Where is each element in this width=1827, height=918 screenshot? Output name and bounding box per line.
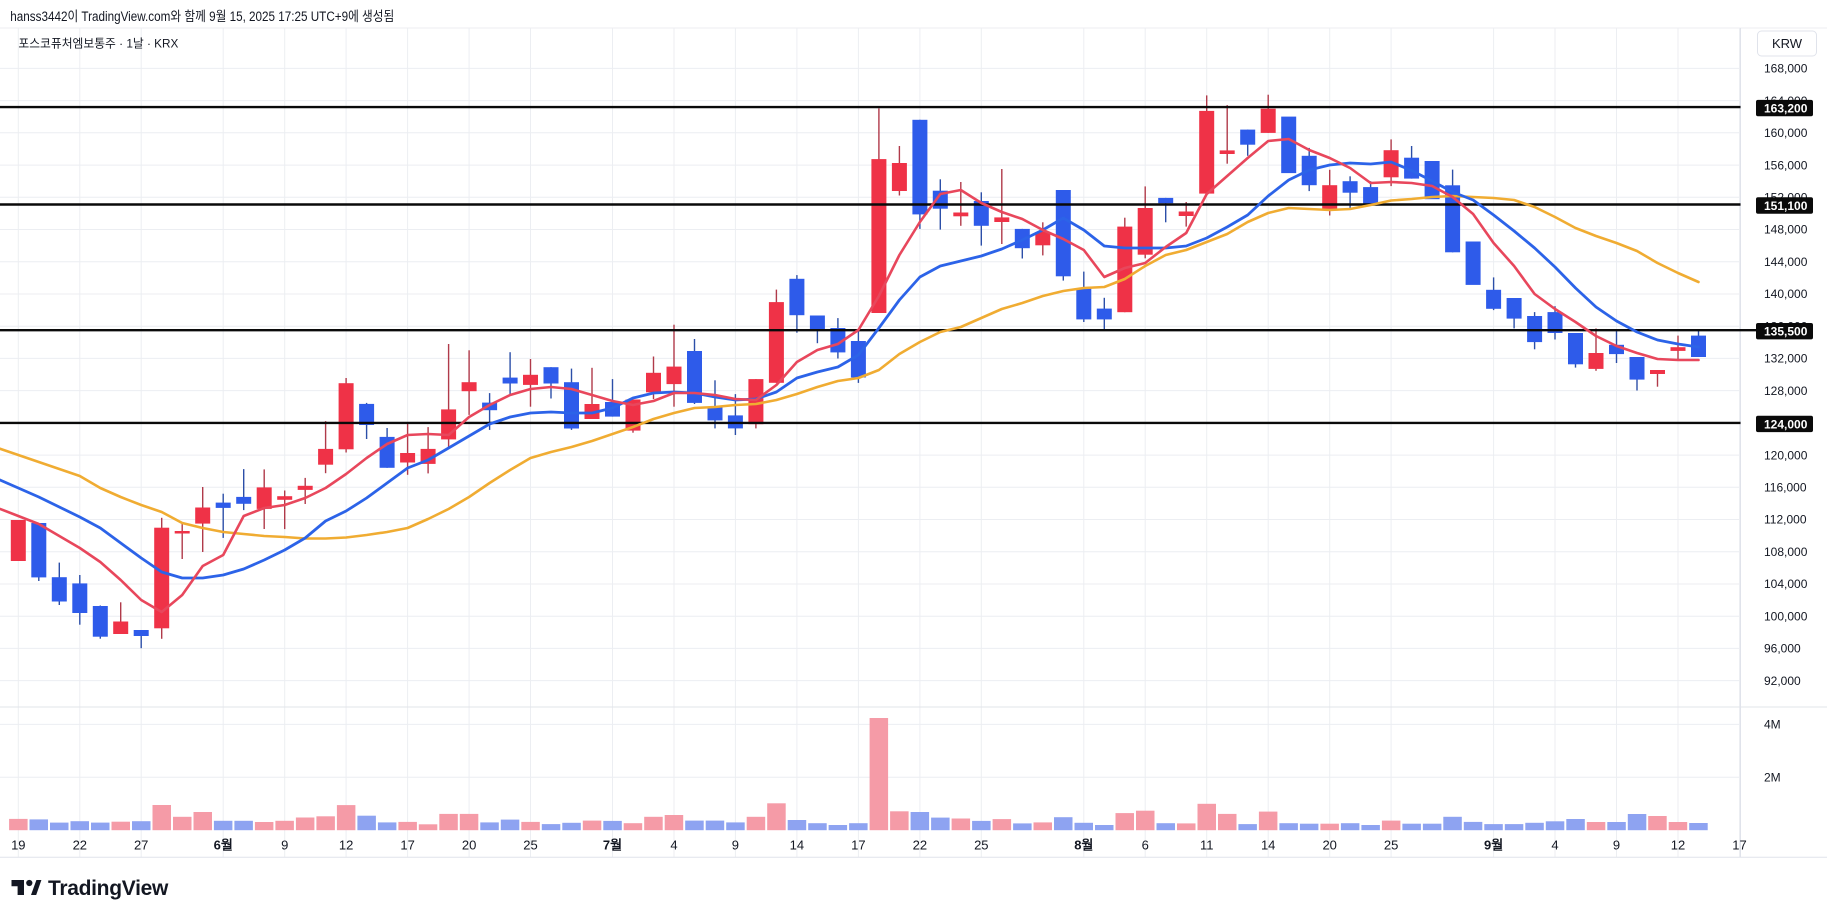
svg-text:hanss3442이 TradingView.com와 함께: hanss3442이 TradingView.com와 함께 9월 15, 20…	[10, 9, 394, 24]
svg-text:25: 25	[974, 838, 988, 853]
svg-text:22: 22	[73, 838, 87, 853]
svg-text:148,000: 148,000	[1764, 223, 1808, 237]
svg-text:9월: 9월	[1484, 838, 1503, 853]
svg-text:120,000: 120,000	[1764, 448, 1808, 462]
svg-text:6: 6	[1142, 838, 1149, 853]
svg-text:포스코퓨처엠보통주 · 1날 · KRX: 포스코퓨처엠보통주 · 1날 · KRX	[18, 37, 178, 51]
svg-text:2M: 2M	[1764, 770, 1781, 784]
svg-text:112,000: 112,000	[1764, 513, 1807, 527]
svg-text:TradingView: TradingView	[48, 877, 169, 900]
svg-text:9: 9	[732, 838, 739, 853]
svg-text:17: 17	[851, 838, 865, 853]
svg-text:100,000: 100,000	[1764, 609, 1808, 623]
svg-text:4: 4	[670, 838, 677, 853]
svg-text:160,000: 160,000	[1764, 126, 1808, 140]
svg-text:14: 14	[790, 838, 804, 853]
svg-text:132,000: 132,000	[1764, 352, 1808, 366]
svg-text:163,200: 163,200	[1764, 102, 1808, 116]
svg-text:4: 4	[1551, 838, 1558, 853]
svg-text:140,000: 140,000	[1764, 287, 1808, 301]
svg-text:9: 9	[1613, 838, 1620, 853]
svg-text:128,000: 128,000	[1764, 384, 1808, 398]
svg-text:92,000: 92,000	[1764, 674, 1801, 688]
svg-text:KRW: KRW	[1772, 36, 1803, 51]
svg-text:108,000: 108,000	[1764, 545, 1808, 559]
svg-text:14: 14	[1261, 838, 1275, 853]
svg-text:96,000: 96,000	[1764, 642, 1801, 656]
svg-text:156,000: 156,000	[1764, 158, 1808, 172]
svg-text:6월: 6월	[214, 838, 233, 853]
svg-text:12: 12	[339, 838, 353, 853]
svg-text:151,100: 151,100	[1764, 199, 1808, 213]
svg-text:22: 22	[913, 838, 927, 853]
svg-text:7월: 7월	[603, 838, 622, 853]
svg-text:17: 17	[400, 838, 414, 853]
svg-text:135,500: 135,500	[1764, 325, 1808, 339]
svg-text:168,000: 168,000	[1764, 62, 1808, 76]
svg-text:116,000: 116,000	[1764, 481, 1807, 495]
svg-text:19: 19	[11, 838, 25, 853]
svg-text:17: 17	[1732, 838, 1746, 853]
svg-text:20: 20	[1322, 838, 1336, 853]
svg-text:9: 9	[281, 838, 288, 853]
svg-text:11: 11	[1200, 838, 1214, 853]
svg-text:25: 25	[1384, 838, 1398, 853]
svg-text:4M: 4M	[1764, 718, 1781, 732]
svg-text:104,000: 104,000	[1764, 577, 1808, 591]
svg-text:27: 27	[134, 838, 148, 853]
svg-text:20: 20	[462, 838, 476, 853]
svg-text:12: 12	[1671, 838, 1685, 853]
svg-text:8월: 8월	[1074, 838, 1093, 853]
svg-text:25: 25	[523, 838, 537, 853]
svg-text:124,000: 124,000	[1764, 417, 1808, 431]
svg-text:144,000: 144,000	[1764, 255, 1808, 269]
